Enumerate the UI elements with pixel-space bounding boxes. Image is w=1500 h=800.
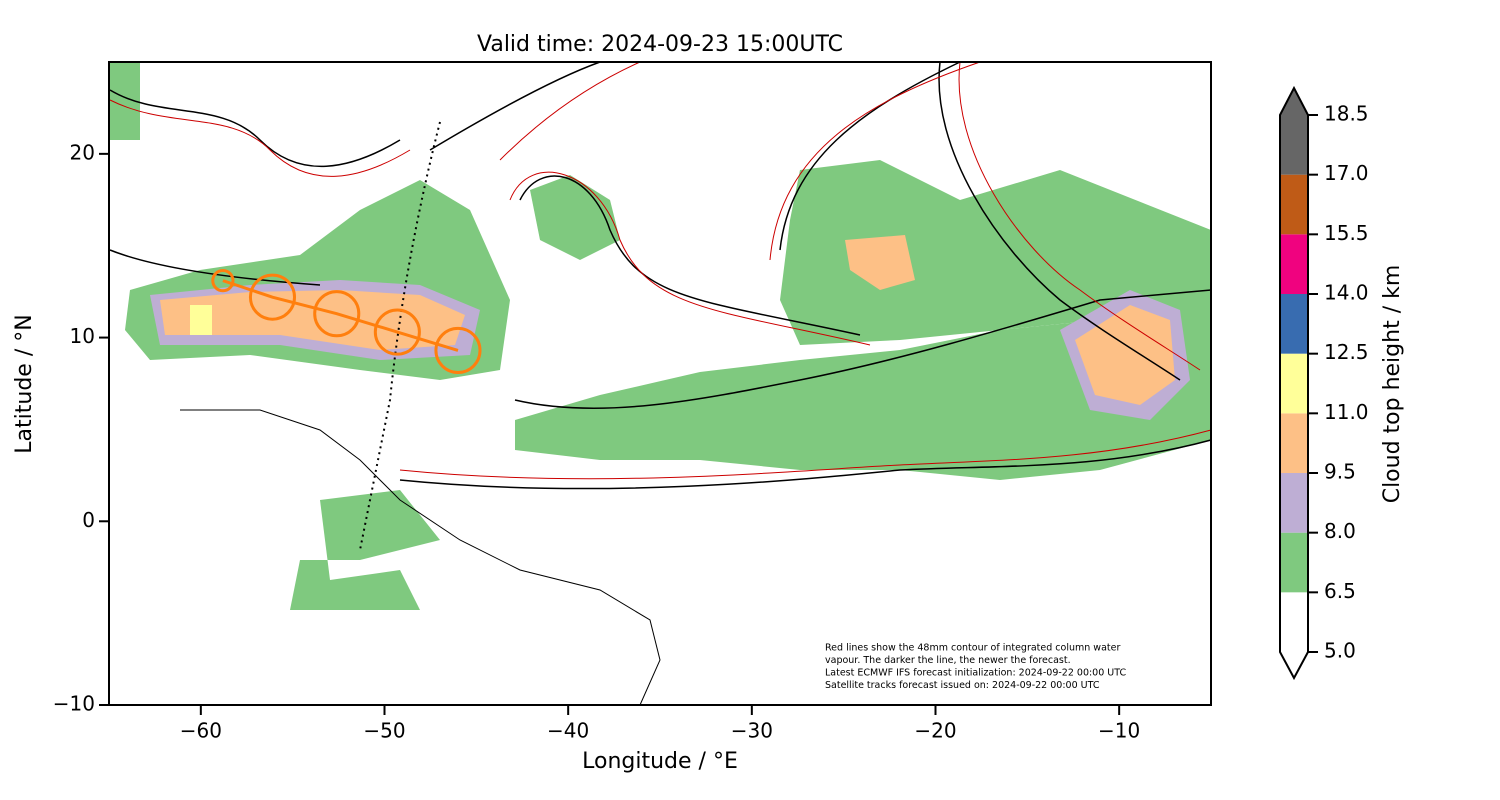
colorbar-tick-label: 14.0	[1324, 281, 1369, 305]
plot	[211, 269, 482, 374]
plot-frame	[108, 61, 1212, 706]
colorbar-segment	[1280, 532, 1308, 593]
y-tick-label: 20	[70, 140, 95, 164]
track-circle	[373, 308, 421, 356]
chart-title: Valid time: 2024-09-23 15:00UTC	[477, 32, 843, 57]
annotation: Latest ECMWF IFS forecast initialization…	[825, 668, 1126, 679]
colorbar-segment	[1280, 115, 1308, 175]
colorbar-tick-label: 18.5	[1324, 102, 1369, 126]
colorbar-tick-label: 6.5	[1324, 579, 1356, 603]
colorbar-segment	[1280, 294, 1308, 354]
colorbar-segment	[1280, 473, 1308, 533]
y-tick-label: 10	[70, 324, 95, 348]
annotation: vapour. The darker the line, the newer t…	[825, 655, 1071, 666]
x-tick-label: −40	[547, 719, 589, 743]
colorbar-tick-label: 5.0	[1324, 639, 1356, 663]
colorbar-segment	[1280, 174, 1308, 235]
colorbar-segment	[1280, 413, 1308, 473]
colorbar-tick-label: 17.0	[1324, 161, 1369, 185]
x-tick-label: −30	[731, 719, 773, 743]
x-tick-label: −50	[363, 719, 405, 743]
colorbar-tick-label: 9.5	[1324, 460, 1356, 484]
colorbar-under	[1280, 652, 1308, 678]
x-tick-label: −10	[1098, 719, 1140, 743]
colorbar-segment	[1280, 592, 1308, 652]
x-tick-label: −60	[180, 719, 222, 743]
colorbar-tick-label: 15.5	[1324, 221, 1369, 245]
colorbar-label: Cloud top height / km	[1380, 265, 1405, 504]
colorbar-over	[1280, 88, 1308, 115]
x-axis-label: Longitude / °E	[582, 749, 738, 774]
track-circle	[248, 273, 297, 321]
y-axis-label: Latitude / °N	[12, 314, 37, 453]
colorbar-segment	[1280, 234, 1308, 294]
track-circle	[434, 326, 482, 374]
colorbar-tick-label: 11.0	[1324, 400, 1369, 424]
x-tick-label: −20	[914, 719, 956, 743]
colorbar-segment	[1280, 353, 1308, 414]
track-circle	[313, 290, 361, 338]
track-circle	[211, 269, 235, 293]
y-tick-label: 0	[82, 508, 95, 532]
colorbar-tick-label: 8.0	[1324, 519, 1356, 543]
annotation: Red lines show the 48mm contour of integ…	[825, 643, 1120, 654]
y-tick-label: −10	[53, 692, 95, 716]
annotation: Satellite tracks forecast issued on: 202…	[825, 680, 1100, 691]
colorbar-tick-label: 12.5	[1324, 340, 1369, 364]
map-background	[109, 61, 1212, 706]
